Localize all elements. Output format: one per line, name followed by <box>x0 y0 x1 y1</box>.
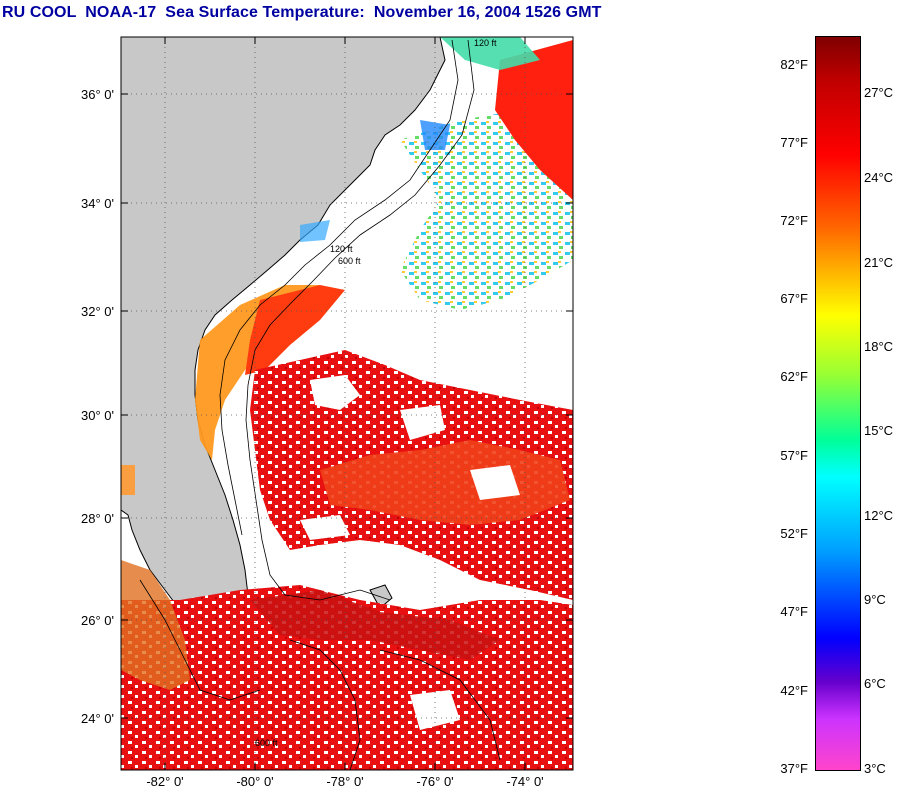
lat-label-26: 26° 0' <box>81 613 114 628</box>
temperature-colorbar <box>815 36 861 771</box>
cb-label-f-72: 72°F <box>780 213 808 228</box>
contour-label-120ft: 120 ft <box>474 38 497 48</box>
cb-label-f-47: 47°F <box>780 604 808 619</box>
cb-label-f-67: 67°F <box>780 291 808 306</box>
lat-label-36: 36° 0' <box>81 87 114 102</box>
cb-label-c-24: 24°C <box>864 170 894 185</box>
contour-label-120ft-2: 120 ft <box>330 244 353 254</box>
cb-label-c-6: 6°C <box>864 676 886 691</box>
lon-label-80: -80° 0' <box>236 774 274 789</box>
lon-label-82: -82° 0' <box>146 774 184 789</box>
land-bahamas-2 <box>369 584 393 609</box>
lon-label-74: -74° 0' <box>506 774 544 789</box>
cb-label-f-42: 42°F <box>780 683 808 698</box>
lon-label-78: -78° 0' <box>326 774 364 789</box>
cb-label-c-12: 12°C <box>864 508 894 523</box>
cb-label-c-18: 18°C <box>864 339 894 354</box>
contour-label-600ft-2: 600 ft <box>255 738 278 748</box>
cb-label-c-15: 15°C <box>864 423 894 438</box>
cb-label-c-21: 21°C <box>864 255 894 270</box>
cb-label-f-77: 77°F <box>780 135 808 150</box>
cb-label-f-82: 82°F <box>780 57 808 72</box>
map-title: RU COOL NOAA-17 Sea Surface Temperature:… <box>2 4 602 21</box>
lon-label-76: -76° 0' <box>416 774 454 789</box>
contour-label-600ft: 600 ft <box>338 256 361 266</box>
cb-label-c-27: 27°C <box>864 85 894 100</box>
cb-label-f-57: 57°F <box>780 448 808 463</box>
lat-label-28: 28° 0' <box>81 511 114 526</box>
lat-label-24: 24° 0' <box>81 711 114 726</box>
cb-label-c-9: 9°C <box>864 592 886 607</box>
lat-label-32: 32° 0' <box>81 304 114 319</box>
cb-label-f-52: 52°F <box>780 526 808 541</box>
cb-label-c-3: 3°C <box>864 761 886 776</box>
lat-label-34: 34° 0' <box>81 196 114 211</box>
cb-label-f-62: 62°F <box>780 369 808 384</box>
lat-label-30: 30° 0' <box>81 408 114 423</box>
cb-label-f-37: 37°F <box>780 761 808 776</box>
